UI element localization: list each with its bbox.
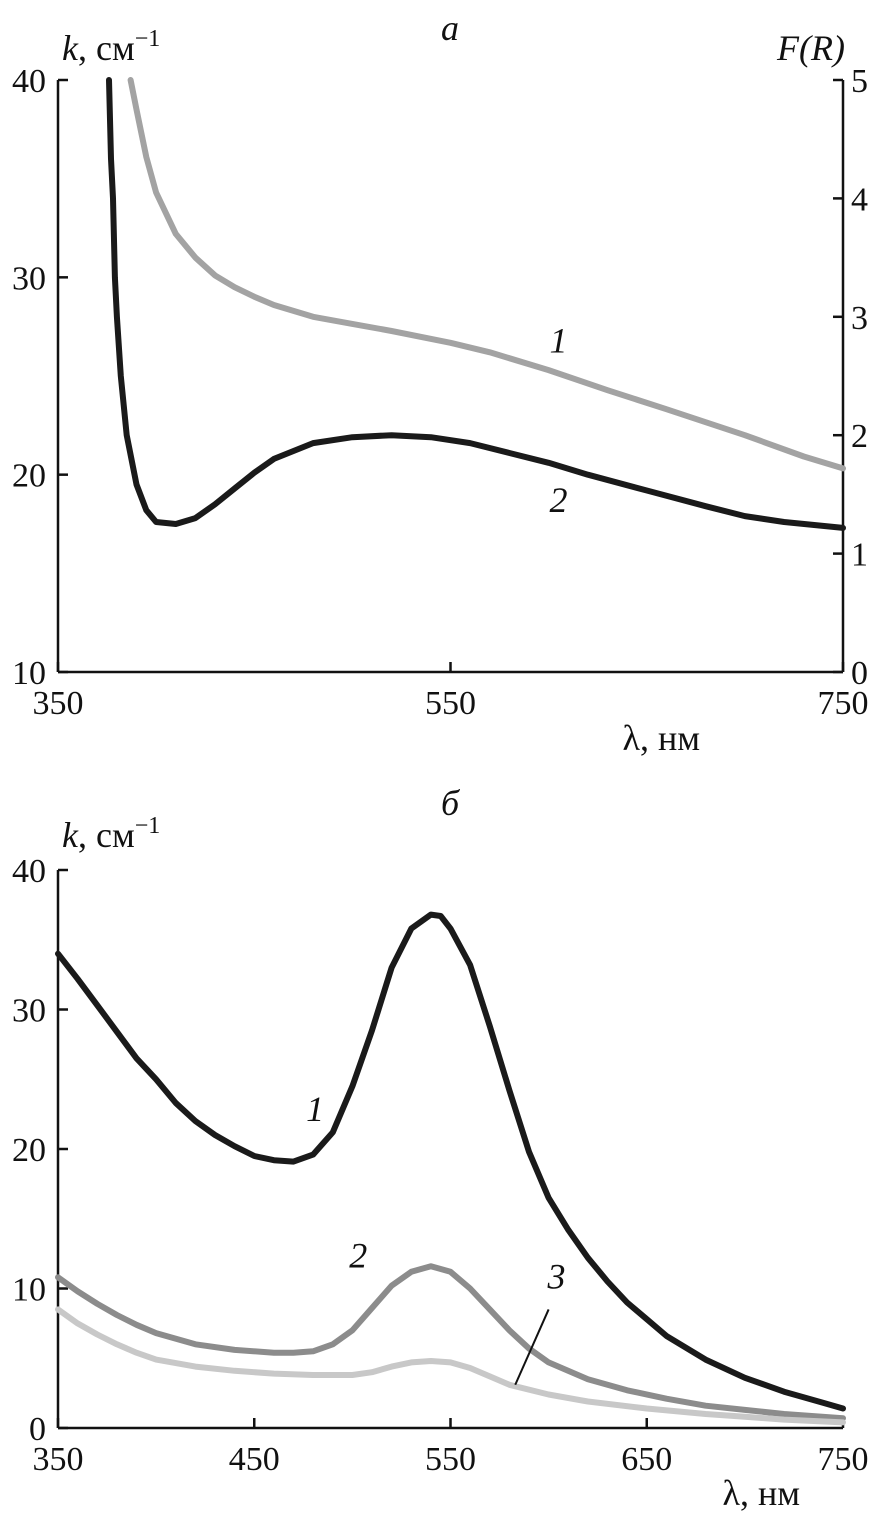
curve-label-2: 2 [549,480,567,520]
panel-a-ylabel: k, см−1 [62,26,160,68]
panel-a-y2label: F(R) [776,28,845,68]
y-tick-label: 40 [12,63,46,100]
series-2-line [106,77,846,531]
x-tick-label: 550 [425,1441,476,1478]
panel-b-axes: 350 450 550 650 750 0 10 20 30 40 [12,853,869,1478]
y2-tick-label: 2 [851,418,868,455]
curve-3-leader-line [514,1309,550,1386]
x-tick-label: 350 [33,685,84,722]
x-tick-label: 650 [621,1441,672,1478]
series-2-line [55,1263,846,1422]
y-tick-label: 10 [12,1272,46,1309]
panel-a-series [106,77,846,531]
panel-b-ylabel: k, см−1 [62,813,160,855]
panel-a-xlabel: λ, нм [622,718,700,758]
panel-b: б k, см−1 λ, нм 350 450 550 650 750 0 10 20 30 40… [12,783,869,1513]
y-tick-label: 30 [12,260,46,297]
y-tick-label: 20 [12,1132,46,1169]
curve-label-3: 3 [546,1257,565,1297]
panel-b-series [55,911,846,1426]
panel-b-title: б [441,783,461,823]
series-1-line [55,911,846,1412]
curve-label-1: 1 [549,320,567,360]
panel-a: a k, см−1 F(R) λ, нм 350 550 750 10 20 30 40 0 1… [12,8,869,758]
curve-label-2: 2 [349,1236,367,1276]
y-tick-label: 30 [12,993,46,1030]
y2-tick-label: 3 [851,300,868,337]
y-tick-label: 10 [12,655,46,692]
x-tick-label: 550 [425,685,476,722]
panel-b-annotations: 1 2 3 [306,1089,565,1386]
x-tick-label: 350 [33,1441,84,1478]
panel-a-annotations: 12 [549,320,567,520]
panel-a-title: a [441,8,459,48]
y-tick-label: 0 [29,1411,46,1448]
y-tick-label: 20 [12,458,46,495]
y2-tick-label: 0 [851,655,868,692]
y2-tick-label: 5 [851,63,868,100]
curve-label-1: 1 [306,1089,324,1129]
x-tick-label: 750 [818,685,869,722]
series-1-line [127,77,846,472]
series-3-line [55,1306,846,1426]
x-tick-label: 450 [229,1441,280,1478]
y2-tick-label: 1 [851,537,868,574]
y-tick-label: 40 [12,853,46,890]
y2-tick-label: 4 [851,181,868,218]
x-tick-label: 750 [818,1441,869,1478]
panel-b-xlabel: λ, нм [722,1473,800,1513]
